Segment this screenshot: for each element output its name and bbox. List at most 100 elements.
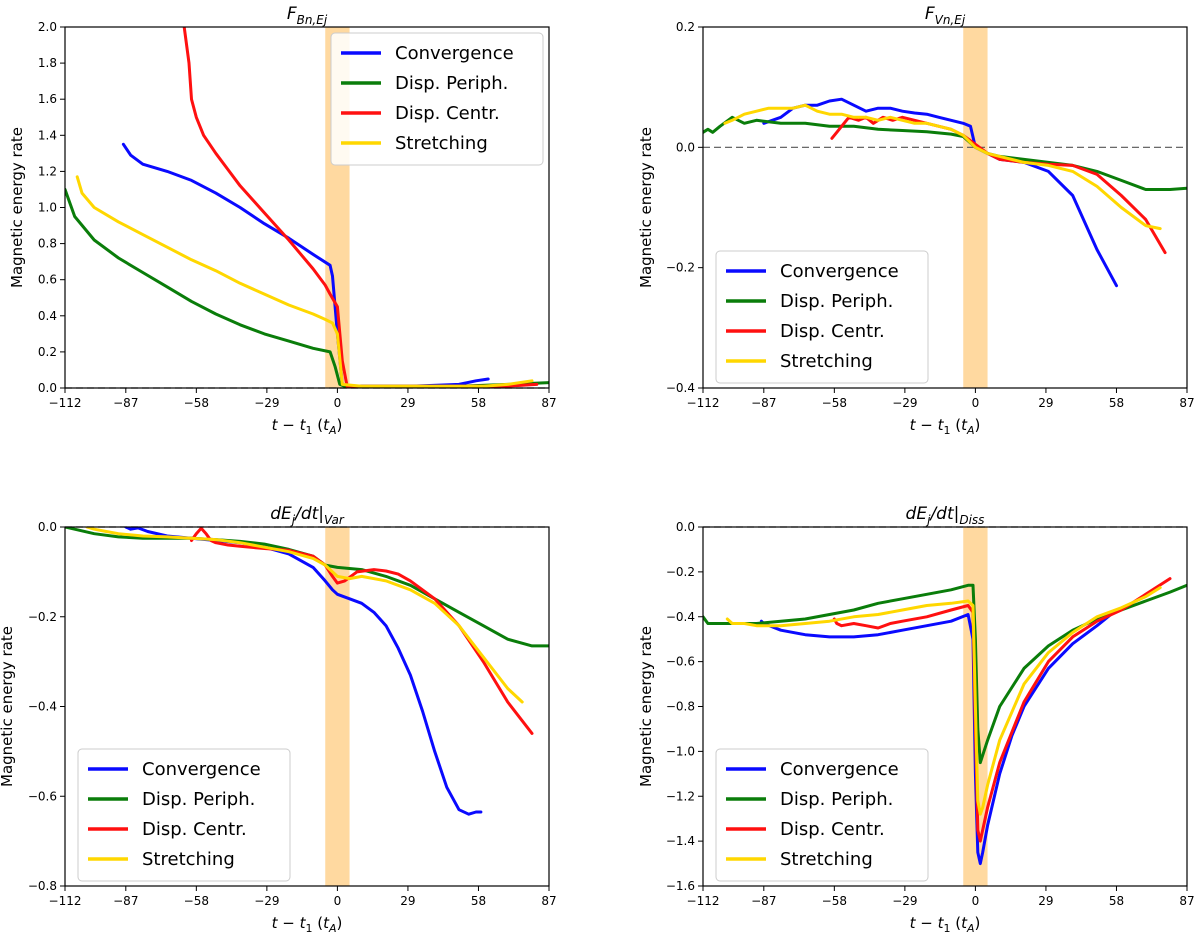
legend-label: Stretching [780, 351, 873, 372]
y-tick-label: −0.4 [666, 610, 695, 624]
y-axis-label: Magnetic energy rate [8, 127, 26, 288]
y-tick-label: 1.8 [38, 56, 57, 70]
series-group [703, 97, 1187, 288]
x-tick-label: 0 [334, 396, 342, 410]
y-axis-label: Magnetic energy rate [637, 127, 655, 288]
x-tick-label: 87 [1179, 396, 1194, 410]
series-line-stretching [85, 527, 524, 704]
x-tick-label: 58 [1109, 396, 1124, 410]
x-tick-label: −112 [687, 894, 720, 908]
y-tick-label: −0.2 [666, 565, 695, 579]
x-tick-label: −112 [49, 396, 82, 410]
series-line-convergence [121, 142, 490, 388]
y-tick-label: 1.6 [38, 92, 57, 106]
chart-title: FBn,Ej [287, 4, 328, 27]
chart-title: FVn,Ej [925, 4, 966, 27]
series-line-stretching [725, 586, 1162, 816]
legend-label: Disp. Centr. [780, 321, 885, 342]
y-axis-label: Magnetic energy rate [637, 626, 655, 787]
legend-label: Convergence [780, 261, 899, 282]
x-tick-label: −87 [113, 894, 138, 908]
series-group [65, 527, 549, 816]
x-tick-label: 58 [471, 894, 486, 908]
x-tick-label: 29 [1038, 396, 1053, 410]
y-tick-label: −1.0 [666, 744, 695, 758]
y-tick-label: 0.2 [676, 20, 695, 34]
y-tick-label: 1.2 [38, 164, 57, 178]
legend-label: Disp. Centr. [142, 819, 247, 840]
y-tick-label: 0.0 [676, 140, 695, 154]
x-axis-label: t − t1 (tA) [910, 914, 981, 935]
series-line-disp-periph [65, 527, 549, 648]
x-tick-label: −112 [687, 396, 720, 410]
series-line-stretching [75, 175, 534, 388]
chart-title: dEj/dt|Diss [906, 504, 985, 527]
series-line-disp-periph [65, 187, 549, 388]
y-tick-label: −1.6 [666, 879, 695, 893]
legend-label: Disp. Periph. [142, 789, 255, 810]
y-tick-label: 2.0 [38, 20, 57, 34]
legend-label: Convergence [780, 759, 899, 780]
x-tick-label: 29 [400, 894, 415, 908]
highlight-band [963, 27, 988, 388]
legend-label: Disp. Periph. [395, 73, 508, 94]
legend-frame [715, 250, 929, 384]
legend-label: Stretching [142, 849, 235, 870]
legend-label: Disp. Centr. [780, 819, 885, 840]
panel-1: −112 −87 −58 −29 0 29 58 87 0.0 0.2 0.4 0.6 0.8 1.0 1.… [8, 4, 557, 437]
x-tick-label: −29 [892, 396, 917, 410]
y-tick-label: −0.8 [28, 879, 57, 893]
y-tick-label: −1.4 [666, 834, 695, 848]
legend-label: Convergence [395, 43, 514, 64]
legend-frame [330, 32, 544, 166]
legend: Convergence Disp. Periph. Disp. Centr. Stre… [715, 748, 929, 882]
y-tick-label: −0.2 [28, 610, 57, 624]
panel-2: −112 −87 −58 −29 0 29 58 87 −0.4 −0.2 0.0 0.2 t − t1… [637, 4, 1195, 437]
y-tick-label: 0.8 [38, 237, 57, 251]
legend-label: Disp. Periph. [780, 291, 893, 312]
x-axis-label: t − t1 (tA) [910, 416, 981, 437]
x-axis-label: t − t1 (tA) [272, 914, 343, 935]
panel-4: −112 −87 −58 −29 0 29 58 87 −1.6 −1.4 −1.2 −1.0 −0.8… [637, 504, 1195, 935]
y-tick-label: 0.2 [38, 345, 57, 359]
x-tick-label: 0 [972, 894, 980, 908]
legend-label: Disp. Centr. [395, 103, 500, 124]
series-line-disp-centr [830, 115, 1167, 255]
x-tick-label: −58 [184, 396, 209, 410]
x-tick-label: −87 [751, 396, 776, 410]
y-tick-label: −0.4 [28, 700, 57, 714]
y-tick-label: −0.6 [28, 789, 57, 803]
legend-label: Stretching [395, 133, 488, 154]
axes-frame [702, 26, 1188, 389]
y-tick-label: 0.0 [676, 520, 695, 534]
x-tick-label: 0 [334, 894, 342, 908]
x-tick-label: 58 [471, 396, 486, 410]
series-group [703, 577, 1187, 866]
y-axis-label: Magnetic energy rate [0, 626, 16, 787]
x-tick-label: 29 [1038, 894, 1053, 908]
legend-frame [77, 748, 291, 882]
x-tick-label: 29 [400, 396, 415, 410]
x-tick-label: 0 [972, 396, 980, 410]
legend: Convergence Disp. Periph. Disp. Centr. Stre… [77, 748, 291, 882]
legend-label: Convergence [142, 759, 261, 780]
x-axis-label: t − t1 (tA) [272, 416, 343, 437]
y-tick-label: 1.4 [38, 128, 57, 142]
x-tick-label: −58 [822, 396, 847, 410]
series-group [65, 27, 549, 388]
x-tick-label: −58 [184, 894, 209, 908]
x-tick-label: −29 [254, 894, 279, 908]
x-tick-label: −87 [751, 894, 776, 908]
y-tick-label: 0.6 [38, 273, 57, 287]
x-tick-label: −112 [49, 894, 82, 908]
y-tick-label: 0.4 [38, 309, 57, 323]
y-tick-label: 1.0 [38, 201, 57, 215]
series-line-stretching [723, 103, 1162, 231]
x-tick-label: −29 [254, 396, 279, 410]
x-tick-label: −87 [113, 396, 138, 410]
y-tick-label: −0.2 [666, 261, 695, 275]
y-tick-label: −0.8 [666, 700, 695, 714]
legend: Convergence Disp. Periph. Disp. Centr. Stre… [330, 32, 544, 166]
x-tick-label: −58 [822, 894, 847, 908]
